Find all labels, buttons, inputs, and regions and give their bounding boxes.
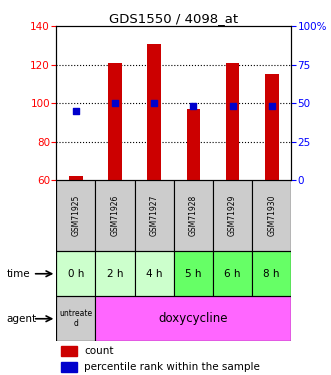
Bar: [135, 180, 174, 251]
Text: GSM71928: GSM71928: [189, 195, 198, 236]
Text: GSM71926: GSM71926: [111, 195, 119, 236]
Text: 5 h: 5 h: [185, 269, 202, 279]
Bar: [69, 176, 83, 180]
Bar: [108, 63, 122, 180]
Bar: [252, 180, 291, 251]
Text: 4 h: 4 h: [146, 269, 163, 279]
Bar: [174, 180, 213, 251]
Text: time: time: [7, 269, 30, 279]
Bar: [56, 251, 95, 296]
Title: GDS1550 / 4098_at: GDS1550 / 4098_at: [109, 12, 238, 25]
Bar: [147, 44, 161, 180]
Bar: [265, 74, 279, 180]
Point: [230, 103, 235, 109]
Bar: [213, 180, 252, 251]
Point: [191, 103, 196, 109]
Bar: [252, 251, 291, 296]
Bar: [213, 251, 252, 296]
Text: GSM71930: GSM71930: [267, 195, 276, 236]
Bar: [56, 180, 95, 251]
Bar: [226, 63, 239, 180]
Point: [152, 100, 157, 106]
Text: agent: agent: [7, 314, 37, 324]
Text: 0 h: 0 h: [68, 269, 84, 279]
Text: count: count: [84, 346, 114, 356]
Bar: [186, 109, 200, 180]
Bar: [135, 251, 174, 296]
Bar: [174, 251, 213, 296]
Point: [113, 100, 118, 106]
Point: [73, 108, 78, 114]
Text: untreate
d: untreate d: [59, 309, 92, 328]
Text: percentile rank within the sample: percentile rank within the sample: [84, 362, 260, 372]
Bar: [61, 362, 77, 372]
Bar: [95, 251, 135, 296]
Text: 2 h: 2 h: [107, 269, 123, 279]
Text: GSM71927: GSM71927: [150, 195, 159, 236]
Bar: [95, 180, 135, 251]
Text: GSM71929: GSM71929: [228, 195, 237, 236]
Bar: [95, 296, 291, 341]
Text: 6 h: 6 h: [224, 269, 241, 279]
Bar: [61, 346, 77, 356]
Point: [269, 103, 274, 109]
Text: doxycycline: doxycycline: [159, 312, 228, 325]
Bar: [56, 296, 95, 341]
Text: 8 h: 8 h: [263, 269, 280, 279]
Text: GSM71925: GSM71925: [71, 195, 80, 236]
